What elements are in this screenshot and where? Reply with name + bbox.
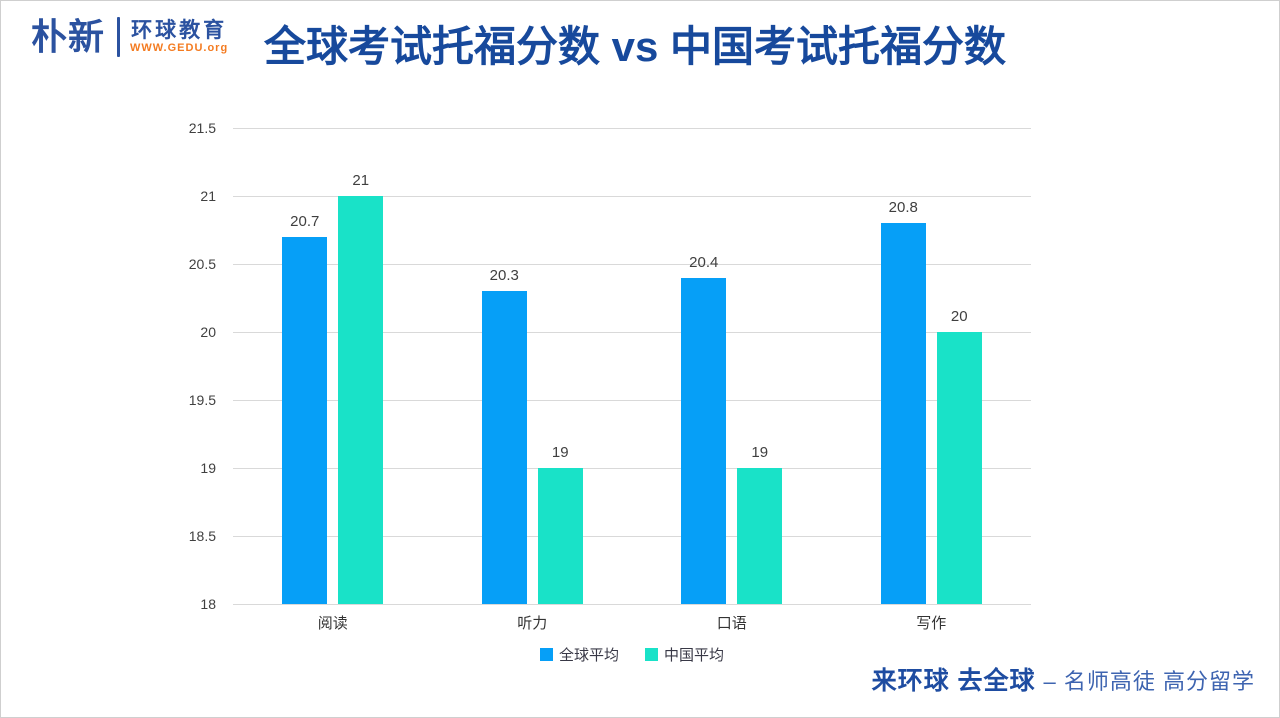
bar-value-label: 20.8 bbox=[888, 199, 918, 217]
bar-group-阅读: 20.7 21 bbox=[233, 128, 433, 604]
tagline-main: 来环球 去全球 bbox=[871, 667, 1036, 695]
x-category-label: 听力 bbox=[517, 615, 548, 632]
x-category-label: 阅读 bbox=[317, 615, 348, 632]
gridline bbox=[233, 536, 1031, 537]
gridline bbox=[233, 400, 1031, 401]
logo-subbrand-block: 环球教育 WWW.GEDU.org bbox=[130, 19, 228, 55]
bar-group-口语: 20.4 19 bbox=[632, 128, 832, 604]
legend-swatch-icon bbox=[539, 648, 553, 661]
bar-全球平均-写作: 20.8 bbox=[880, 199, 926, 604]
legend: 全球平均 中国平均 bbox=[233, 644, 1031, 665]
bar-groups: 20.7 21 20.3 19 20.4 19 20.8 20 bbox=[233, 128, 1031, 604]
y-tick-label: 20.5 bbox=[188, 256, 216, 272]
legend-label: 中国平均 bbox=[664, 647, 725, 664]
bar-中国平均-阅读: 21 bbox=[338, 172, 384, 604]
y-tick-label: 18 bbox=[200, 596, 216, 612]
bar-value-label: 19 bbox=[551, 444, 569, 461]
plot-area: 20.7 21 20.3 19 20.4 19 20.8 20 bbox=[233, 128, 1031, 605]
bar-全球平均-口语: 20.4 bbox=[681, 254, 727, 604]
brand-logo: 朴新 环球教育 WWW.GEDU.org bbox=[31, 17, 228, 57]
y-tick-label: 21 bbox=[200, 188, 216, 204]
legend-swatch-icon bbox=[645, 648, 658, 661]
bar-value-label: 21 bbox=[352, 172, 370, 189]
gridline bbox=[233, 468, 1031, 469]
y-tick-label: 20 bbox=[200, 324, 216, 340]
bar-value-label: 20.7 bbox=[290, 212, 320, 230]
y-axis-labels: 21.5 21 20.5 20 19.5 19 18.5 18 bbox=[1, 120, 216, 612]
logo-brand-text: 朴新 bbox=[31, 16, 106, 57]
tagline-sub: – 名师高徒 高分留学 bbox=[1043, 669, 1255, 694]
bar-value-label: 20 bbox=[950, 308, 968, 325]
gridline bbox=[233, 332, 1031, 333]
legend-item-中国平均: 中国平均 bbox=[645, 644, 724, 665]
footer-tagline: 来环球 去全球 – 名师高徒 高分留学 bbox=[872, 661, 1255, 697]
bar-group-写作: 20.8 20 bbox=[832, 128, 1032, 604]
gridline bbox=[233, 604, 1031, 605]
bar-value-label: 20.3 bbox=[489, 267, 519, 285]
bar-中国平均-口语: 19 bbox=[737, 444, 783, 604]
bar-全球平均-听力: 20.3 bbox=[481, 267, 527, 604]
legend-item-全球平均: 全球平均 bbox=[539, 644, 619, 665]
logo-subbrand-text: 环球教育 bbox=[131, 18, 228, 42]
logo-divider bbox=[117, 17, 121, 57]
chart-title: 全球考试托福分数 vs 中国考试托福分数 bbox=[264, 23, 1007, 70]
gridline bbox=[233, 196, 1031, 197]
bar-中国平均-写作: 20 bbox=[936, 308, 982, 604]
gridline bbox=[233, 128, 1031, 129]
x-category-label: 口语 bbox=[716, 615, 747, 632]
bar-group-听力: 20.3 19 bbox=[433, 128, 633, 604]
y-tick-label: 19 bbox=[200, 460, 216, 476]
bar-全球平均-阅读: 20.7 bbox=[282, 213, 328, 604]
bar-value-label: 19 bbox=[751, 444, 769, 461]
y-tick-label: 18.5 bbox=[188, 528, 216, 544]
legend-label: 全球平均 bbox=[558, 647, 619, 664]
y-tick-label: 19.5 bbox=[188, 392, 216, 408]
logo-website-text: WWW.GEDU.org bbox=[130, 41, 229, 54]
bar-中国平均-听力: 19 bbox=[537, 444, 583, 604]
bar-value-label: 20.4 bbox=[689, 253, 719, 271]
gridline bbox=[233, 264, 1031, 265]
y-tick-label: 21.5 bbox=[188, 120, 216, 136]
x-category-label: 写作 bbox=[916, 615, 947, 632]
x-axis-labels: 阅读 听力 口语 写作 bbox=[233, 612, 1031, 633]
